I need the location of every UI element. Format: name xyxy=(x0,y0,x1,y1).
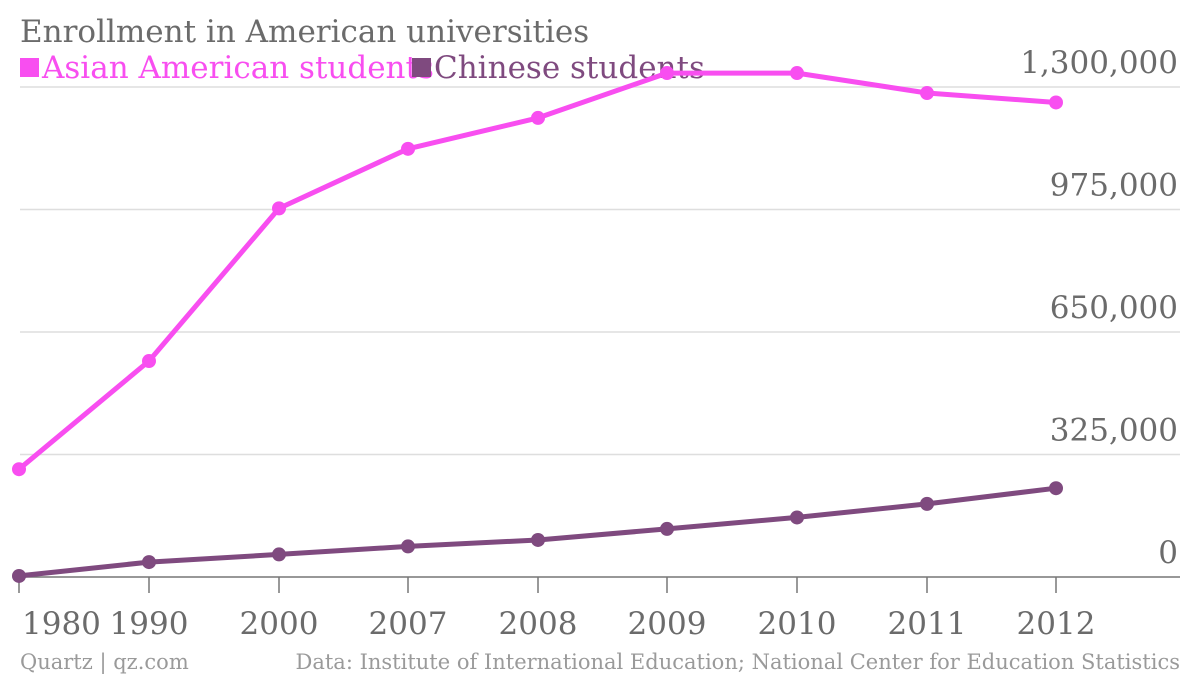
data-point-asian-american-2010 xyxy=(790,66,804,81)
x-tick-label-2012: 2012 xyxy=(1017,606,1096,642)
y-tick-label-4: 1,300,000 xyxy=(1020,45,1178,81)
y-tick-label-1: 325,000 xyxy=(1050,413,1178,449)
y-tick-label-0: 0 xyxy=(1158,535,1178,571)
x-tick-label-1980: 1980 xyxy=(22,606,101,642)
x-axis xyxy=(18,576,1180,593)
x-tick-label-2008: 2008 xyxy=(499,606,578,642)
data-point-chinese-2010 xyxy=(790,510,804,525)
data-point-asian-american-2000 xyxy=(272,201,286,216)
data-point-chinese-1980 xyxy=(12,568,26,583)
data-point-asian-american-2012 xyxy=(1049,95,1063,110)
y-tick-label-3: 975,000 xyxy=(1050,168,1178,204)
data-point-chinese-2012 xyxy=(1049,481,1063,496)
data-point-chinese-2007 xyxy=(401,539,415,554)
series-line-asian-american xyxy=(16,70,1059,472)
x-tick-label-2010: 2010 xyxy=(758,606,837,642)
x-tick-label-2009: 2009 xyxy=(628,606,707,642)
series-line-chinese xyxy=(16,485,1059,579)
data-point-chinese-2000 xyxy=(272,547,286,562)
y-axis-labels: 0 325,000 650,000 975,000 1,300,000 xyxy=(1020,45,1178,571)
gridlines xyxy=(20,86,1180,456)
data-point-asian-american-2011 xyxy=(920,86,934,101)
chart-title: Enrollment in American universities xyxy=(20,14,589,50)
data-point-asian-american-1980 xyxy=(12,462,26,477)
legend: Asian American students Chinese students xyxy=(20,50,705,86)
data-point-chinese-2008 xyxy=(531,532,545,547)
x-tick-label-1990: 1990 xyxy=(110,606,189,642)
x-tick-label-2011: 2011 xyxy=(888,606,967,642)
legend-swatch-asian-american xyxy=(20,58,39,77)
data-point-chinese-1990 xyxy=(142,555,156,570)
footer-source: Data: Institute of International Educati… xyxy=(296,650,1180,674)
legend-label-chinese: Chinese students xyxy=(434,50,705,86)
data-point-chinese-2009 xyxy=(660,521,674,536)
data-point-asian-american-2008 xyxy=(531,110,545,125)
data-point-asian-american-2007 xyxy=(401,141,415,156)
data-point-asian-american-1990 xyxy=(142,354,156,369)
legend-label-asian-american: Asian American students xyxy=(41,50,434,86)
x-axis-labels: 1980 1990 2000 2007 2008 2009 2010 2011 2012 xyxy=(22,606,1095,642)
data-point-chinese-2011 xyxy=(920,496,934,511)
x-tick-label-2007: 2007 xyxy=(369,606,448,642)
series xyxy=(12,66,1063,583)
data-point-asian-american-2009 xyxy=(660,66,674,81)
legend-swatch-chinese xyxy=(412,58,431,77)
footer-credit: Quartz | qz.com xyxy=(20,650,189,675)
x-tick-label-2000: 2000 xyxy=(240,606,319,642)
y-tick-label-2: 650,000 xyxy=(1050,290,1178,326)
